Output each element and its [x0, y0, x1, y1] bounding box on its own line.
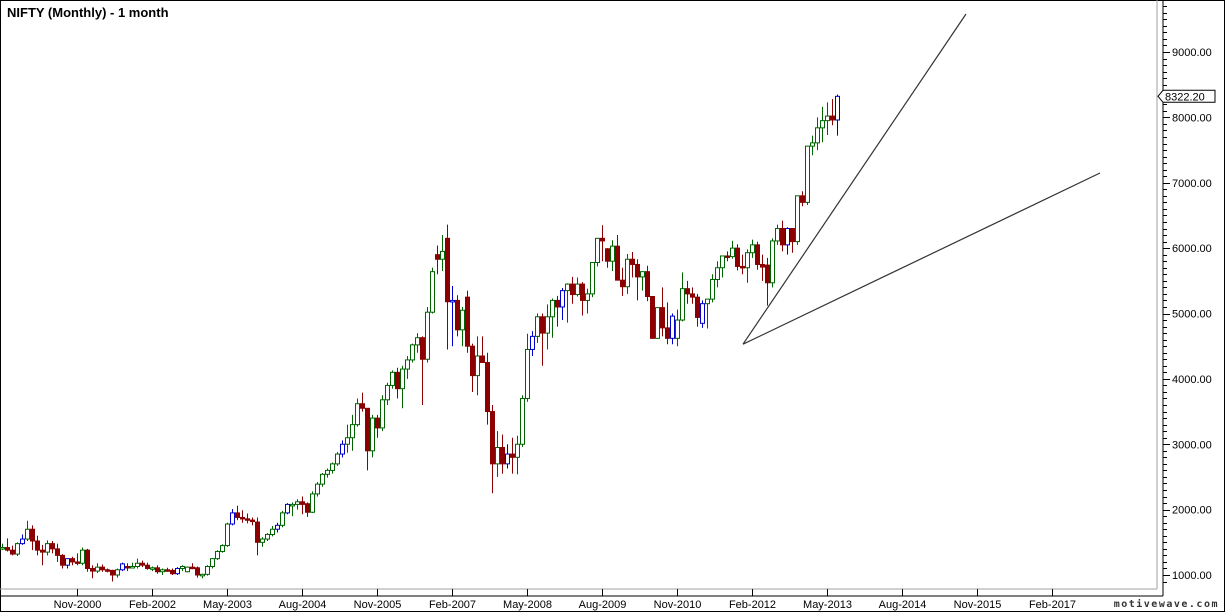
x-tick-label: Feb-2002	[129, 599, 176, 611]
x-tick-label: Feb-2012	[729, 599, 776, 611]
y-tick-label: 9000.00	[1172, 47, 1212, 59]
x-tick-label: Aug-2014	[879, 599, 927, 611]
y-tick-label: 1000.00	[1172, 570, 1212, 582]
x-tick-label: May-2008	[503, 599, 552, 611]
x-tick-label: Aug-2004	[279, 599, 327, 611]
last-price-label: 8322.20	[1165, 91, 1205, 103]
y-tick-label: 7000.00	[1172, 178, 1212, 190]
x-tick-label: Nov-2010	[654, 599, 702, 611]
y-tick-label: 8000.00	[1172, 112, 1212, 124]
x-tick-label: Aug-2009	[579, 599, 627, 611]
x-tick-label: Nov-2015	[954, 599, 1002, 611]
x-tick-label: May-2003	[203, 599, 252, 611]
y-tick-label: 6000.00	[1172, 243, 1212, 255]
last-price-marker: 8322.20	[1157, 89, 1216, 103]
y-axis-labels: 1000.00 2000.00 3000.00 4000.00 5000.00 6000.…	[1172, 47, 1212, 582]
x-tick-label: May-2013	[803, 599, 852, 611]
candles	[0, 94, 840, 582]
watermark: motivewave.com	[1113, 599, 1219, 610]
y-tick-label: 5000.00	[1172, 309, 1212, 321]
x-tick-label: Feb-2007	[429, 599, 476, 611]
y-tick-label: 4000.00	[1172, 374, 1212, 386]
y-tick-label: 2000.00	[1172, 505, 1212, 517]
y-tick-label: 3000.00	[1172, 439, 1212, 451]
chart-title: NIFTY (Monthly) - 1 month	[7, 5, 169, 20]
x-tick-label: Nov-2005	[354, 599, 402, 611]
x-tick-label: Nov-2000	[54, 599, 102, 611]
trendlines[interactable]	[742, 13, 1101, 345]
x-axis-labels: Nov-2000 Feb-2002 May-2003 Aug-2004 Nov-2005…	[54, 599, 1076, 611]
x-tick-label: Feb-2017	[1029, 599, 1076, 611]
